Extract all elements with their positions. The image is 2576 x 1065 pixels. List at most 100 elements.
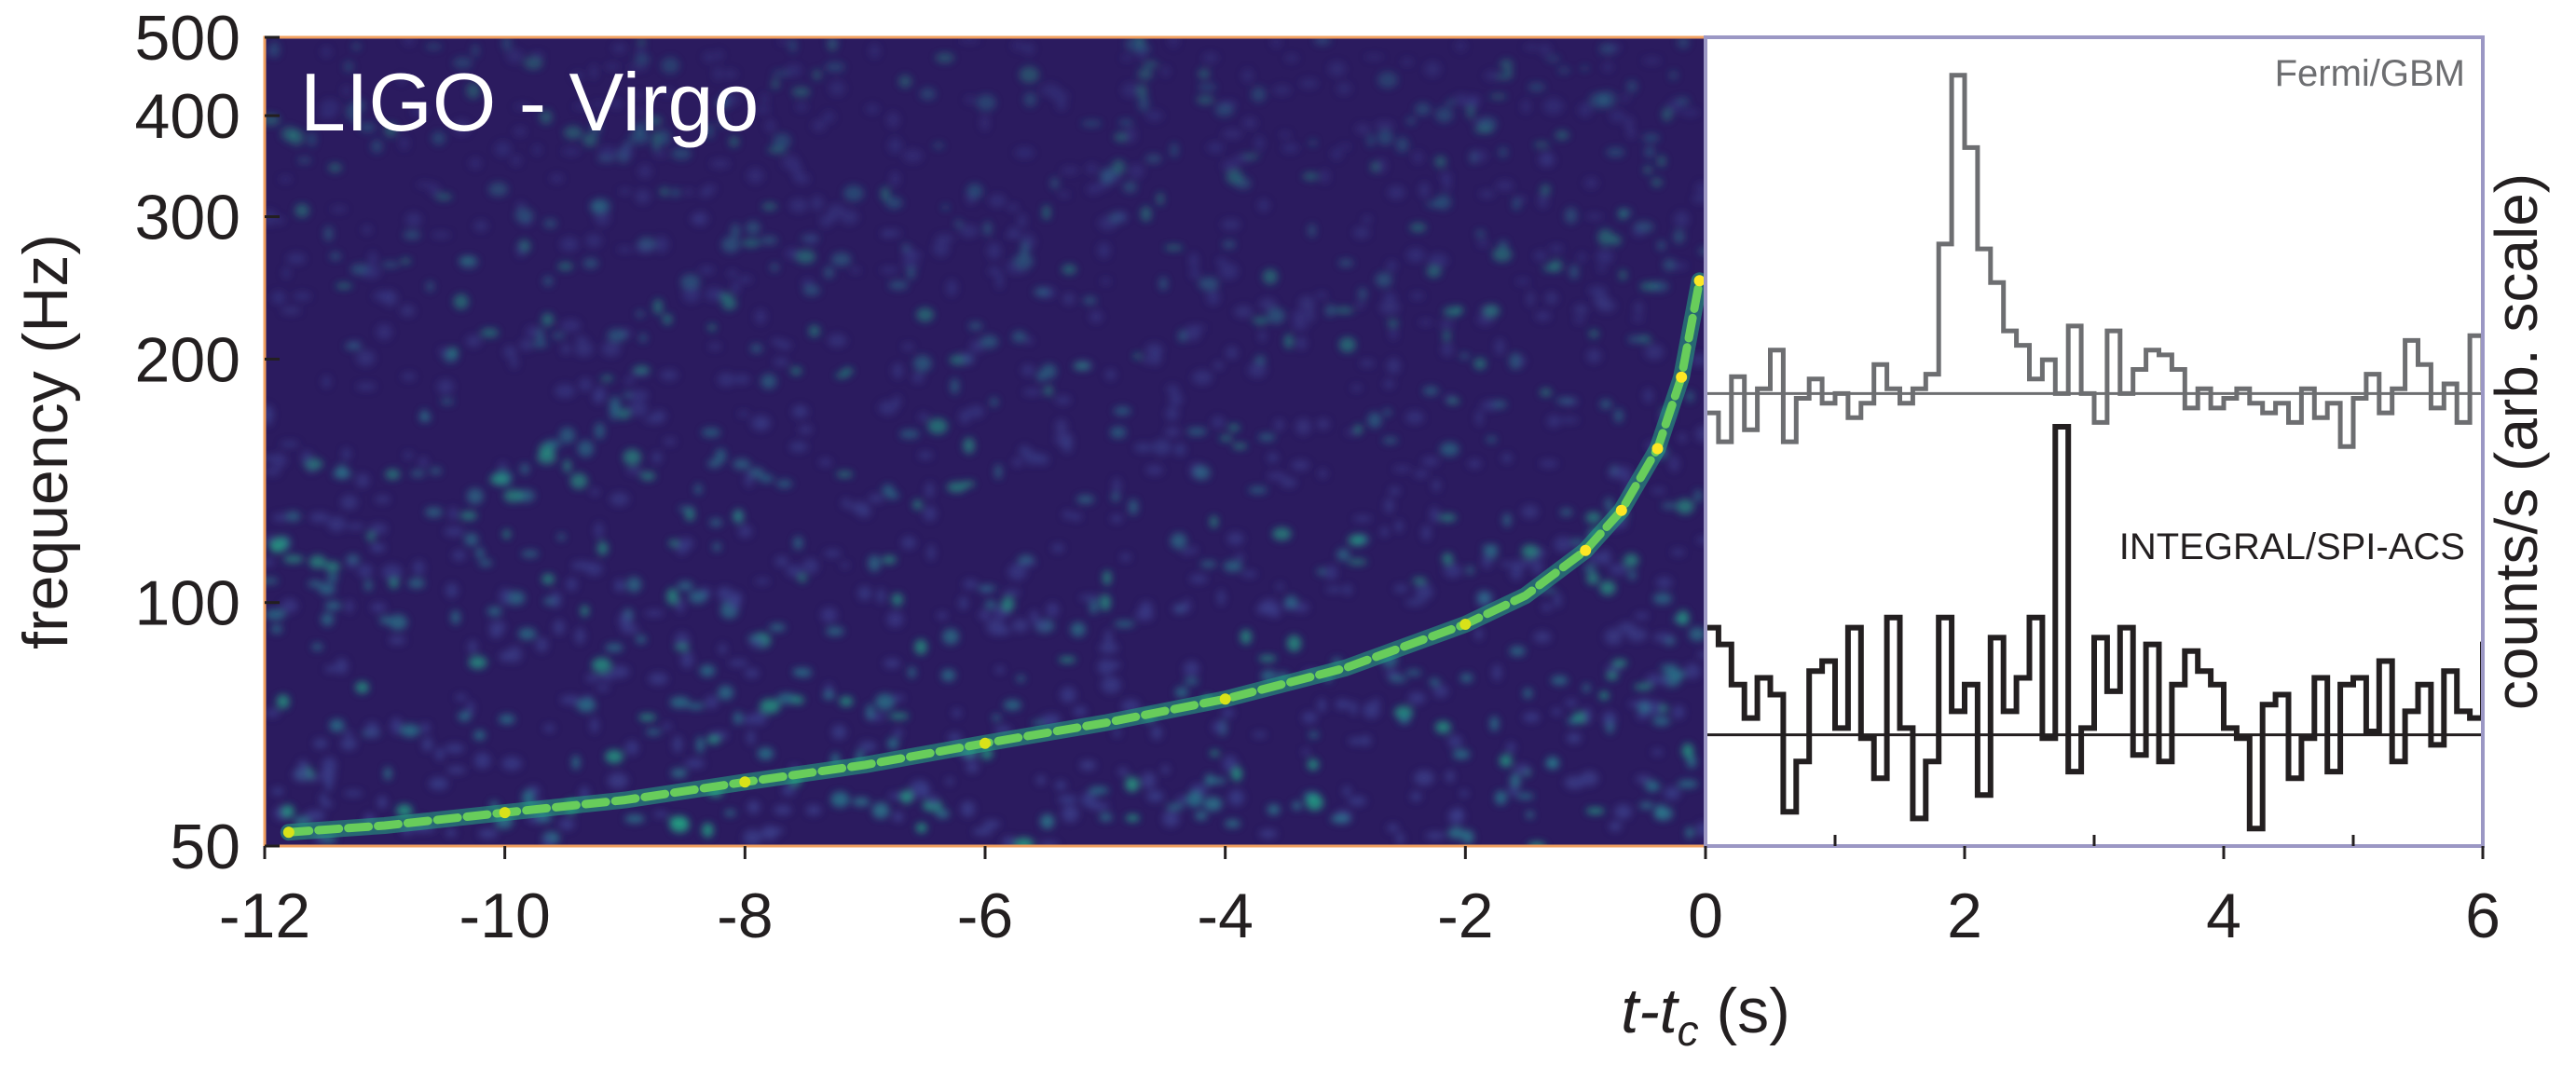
noise-speckle: [1481, 554, 1493, 569]
noise-speckle: [1184, 328, 1201, 341]
noise-speckle: [688, 591, 707, 604]
noise-speckle: [536, 328, 544, 345]
noise-speckle: [1046, 602, 1060, 617]
noise-speckle: [882, 484, 895, 496]
noise-speckle: [1222, 129, 1242, 140]
noise-speckle: [1062, 264, 1077, 275]
noise-speckle: [786, 565, 803, 578]
noise-speckle: [410, 470, 425, 477]
noise-speckle: [1014, 838, 1035, 846]
noise-speckle: [719, 92, 740, 106]
noise-speckle: [1459, 673, 1473, 683]
noise-speckle: [1695, 182, 1706, 195]
noise-speckle: [918, 451, 933, 459]
noise-speckle: [1100, 594, 1111, 611]
noise-speckle: [789, 366, 802, 375]
noise-speckle: [469, 157, 482, 170]
noise-speckle: [1473, 126, 1494, 134]
noise-speckle: [1395, 832, 1404, 845]
x-tick-label: 2: [1947, 881, 1982, 951]
noise-speckle: [1213, 361, 1224, 370]
noise-speckle: [579, 377, 592, 392]
noise-speckle: [727, 269, 738, 278]
noise-speckle: [486, 607, 502, 617]
noise-speckle: [724, 810, 736, 816]
noise-speckle: [1477, 239, 1489, 248]
noise-speckle: [1073, 362, 1091, 371]
noise-speckle: [318, 582, 336, 595]
noise-speckle: [661, 88, 675, 97]
noise-speckle: [1523, 558, 1535, 566]
noise-speckle: [972, 827, 993, 836]
noise-speckle: [1156, 192, 1164, 206]
noise-speckle: [499, 714, 515, 725]
noise-speckle: [812, 119, 826, 132]
noise-speckle: [444, 526, 464, 537]
noise-speckle: [1336, 548, 1350, 561]
noise-speckle: [1330, 814, 1351, 824]
noise-speckle: [748, 467, 764, 478]
noise-speckle: [1320, 169, 1330, 184]
noise-speckle: [381, 564, 403, 580]
noise-speckle: [1645, 781, 1661, 792]
noise-speckle: [335, 658, 349, 675]
noise-speckle: [305, 810, 325, 822]
noise-speckle: [1262, 268, 1278, 285]
noise-speckle: [1523, 44, 1541, 50]
noise-speckle: [375, 495, 391, 504]
noise-speckle: [935, 234, 954, 243]
noise-speckle: [1235, 553, 1244, 562]
noise-speckle: [1055, 395, 1072, 405]
noise-speckle: [341, 447, 351, 460]
noise-speckle: [880, 266, 898, 274]
noise-speckle: [542, 836, 554, 846]
noise-speckle: [628, 401, 648, 416]
noise-speckle: [918, 413, 929, 422]
noise-speckle: [1140, 206, 1152, 223]
noise-speckle: [1523, 688, 1533, 699]
noise-speckle: [635, 243, 654, 253]
noise-speckle: [1453, 93, 1470, 104]
noise-speckle: [1146, 790, 1164, 802]
noise-speckle: [1184, 678, 1199, 685]
noise-speckle: [1476, 314, 1494, 326]
noise-speckle: [1272, 527, 1292, 540]
noise-speckle: [1354, 424, 1363, 435]
noise-speckle: [265, 557, 275, 567]
noise-speckle: [1279, 131, 1292, 139]
noise-speckle: [480, 328, 500, 337]
noise-speckle: [718, 373, 735, 387]
noise-speckle: [760, 236, 778, 245]
noise-speckle: [403, 230, 421, 239]
noise-speckle: [935, 809, 950, 819]
noise-speckle: [1286, 635, 1302, 652]
x-tick-label: 0: [1688, 881, 1723, 951]
noise-speckle: [1551, 676, 1569, 686]
noise-speckle: [1395, 137, 1409, 153]
noise-speckle: [1652, 717, 1670, 726]
noise-speckle: [1540, 43, 1552, 56]
noise-speckle: [446, 766, 467, 774]
noise-speckle: [1644, 145, 1655, 158]
noise-speckle: [389, 635, 406, 645]
noise-speckle: [888, 137, 902, 154]
noise-speckle: [1370, 161, 1379, 173]
noise-speckle: [1410, 791, 1422, 802]
noise-speckle: [535, 637, 548, 652]
noise-speckle: [455, 693, 467, 702]
noise-speckle: [785, 63, 802, 77]
noise-speckle: [1383, 379, 1394, 389]
noise-speckle: [984, 600, 996, 609]
noise-speckle: [915, 823, 927, 833]
noise-speckle: [1176, 796, 1188, 804]
noise-speckle: [969, 339, 984, 354]
noise-speckle: [1343, 584, 1352, 595]
noise-speckle: [421, 737, 433, 752]
noise-speckle: [519, 338, 533, 351]
noise-speckle: [1114, 621, 1135, 628]
noise-speckle: [626, 577, 642, 593]
noise-speckle: [979, 609, 991, 621]
noise-speckle: [432, 131, 445, 145]
noise-speckle: [600, 375, 613, 382]
noise-speckle: [666, 588, 678, 606]
